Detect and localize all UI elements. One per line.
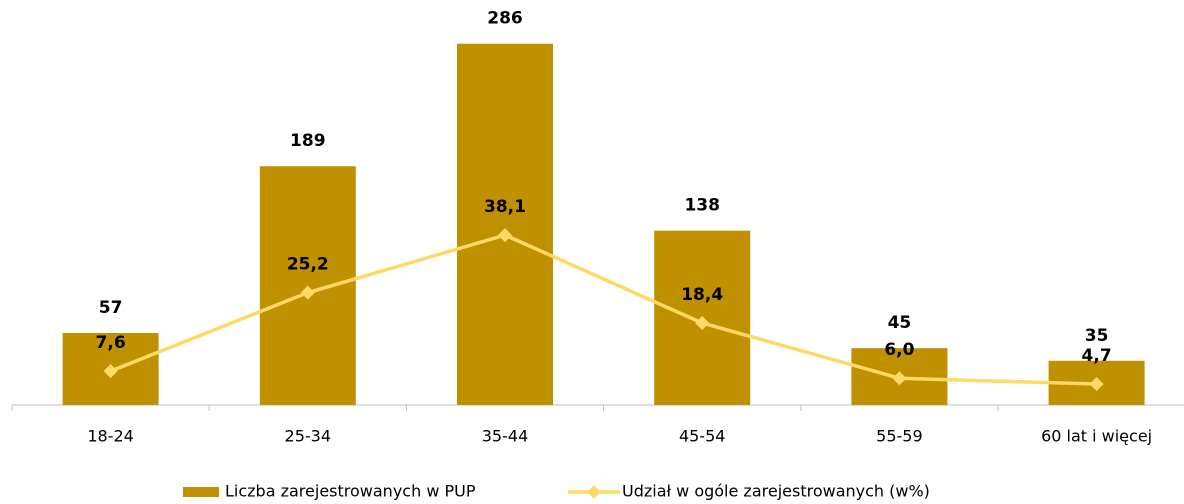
line: [109, 233, 1097, 386]
bar: [457, 43, 553, 405]
line-marker: [695, 315, 710, 330]
line-marker: [103, 364, 118, 379]
legend-label: Liczba zarejestrowanych w PUP: [225, 482, 476, 501]
line-marker: [1089, 377, 1104, 392]
data-label: 57: [99, 298, 123, 318]
legend-label: Udział w ogóle zarejestrowanych (w%): [622, 482, 930, 501]
line-marker: [498, 228, 512, 243]
line-marker: [892, 371, 907, 386]
x-tick-label: 25-34: [285, 427, 332, 446]
x-tick-label: 55-59: [876, 427, 923, 446]
data-label: 4,7: [1082, 346, 1112, 366]
x-tick-label: 35-44: [482, 427, 529, 446]
data-label: 45: [888, 313, 912, 333]
data-label: 189: [290, 131, 326, 151]
x-tick-label: 60 lat i więcej: [1041, 427, 1152, 446]
x-tick-label: 18-24: [87, 427, 134, 446]
bar: [259, 166, 356, 405]
data-label: 6,0: [884, 340, 914, 360]
data-label: 7,6: [96, 333, 126, 353]
legend-marker: [587, 485, 601, 499]
line-marker: [300, 285, 315, 300]
data-label: 38,1: [484, 197, 526, 217]
data-label: 25,2: [287, 255, 329, 275]
data-label: 35: [1085, 326, 1109, 346]
data-label: 18,4: [681, 285, 723, 305]
data-label: 138: [684, 196, 720, 216]
x-tick-label: 45-54: [679, 427, 726, 446]
legend-swatch: [183, 487, 219, 497]
data-label: 286: [487, 9, 523, 29]
